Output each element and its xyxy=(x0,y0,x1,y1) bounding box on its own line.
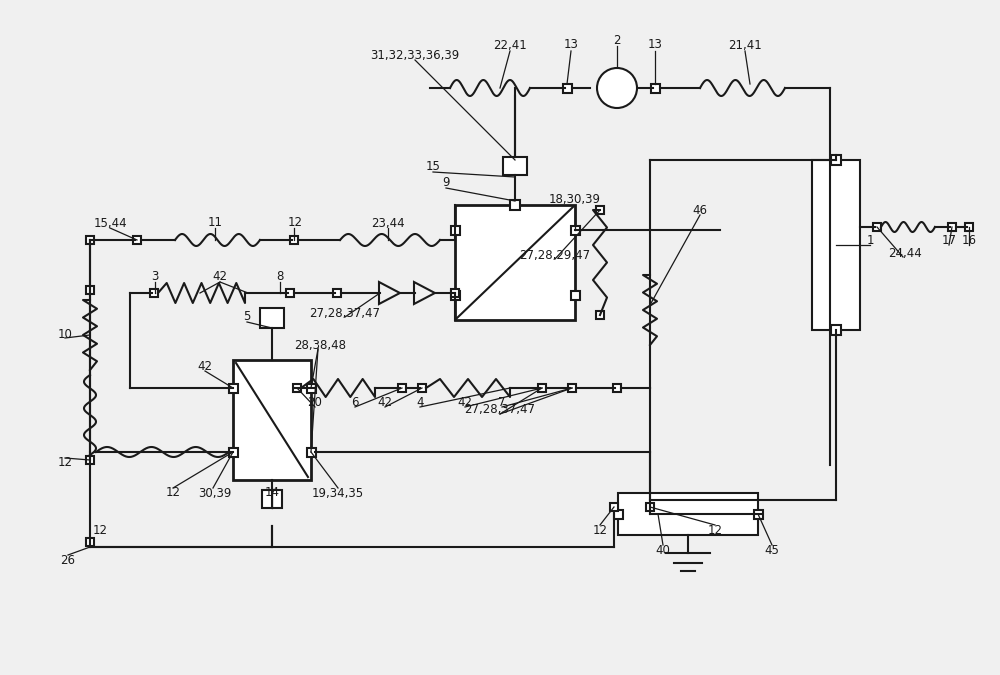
Text: 16: 16 xyxy=(962,234,976,246)
Bar xyxy=(306,448,316,456)
Bar xyxy=(948,223,956,231)
Text: 14: 14 xyxy=(264,487,280,499)
Text: 12: 12 xyxy=(92,524,108,537)
Text: 15,44: 15,44 xyxy=(93,217,127,230)
Bar xyxy=(286,289,294,297)
Bar xyxy=(293,384,301,392)
Text: 24,44: 24,44 xyxy=(888,246,922,259)
Text: 19,34,35: 19,34,35 xyxy=(312,487,364,499)
Bar xyxy=(86,456,94,464)
Text: 40: 40 xyxy=(656,543,670,556)
Text: 31,32,33,36,39: 31,32,33,36,39 xyxy=(370,49,460,61)
Text: 21,41: 21,41 xyxy=(728,38,762,51)
Bar xyxy=(562,84,572,92)
Text: 18,30,39: 18,30,39 xyxy=(549,194,601,207)
Bar xyxy=(450,225,460,234)
Text: 12: 12 xyxy=(288,217,302,230)
Bar xyxy=(306,383,316,392)
Text: 15: 15 xyxy=(426,161,440,173)
Text: 10: 10 xyxy=(58,329,72,342)
Bar xyxy=(228,383,238,392)
Bar xyxy=(538,384,546,392)
Bar xyxy=(965,223,973,231)
Bar xyxy=(650,84,660,92)
Bar xyxy=(596,206,604,214)
Text: 7: 7 xyxy=(498,396,506,410)
Bar xyxy=(873,223,881,231)
Text: 4: 4 xyxy=(416,396,424,410)
Text: 28,38,48: 28,38,48 xyxy=(294,338,346,352)
Bar xyxy=(570,290,580,300)
Text: 26: 26 xyxy=(60,554,76,566)
Text: 42: 42 xyxy=(378,396,392,410)
Text: 12: 12 xyxy=(708,524,722,537)
Text: 20: 20 xyxy=(308,396,322,410)
Text: 42: 42 xyxy=(198,360,212,373)
Bar xyxy=(754,510,763,518)
Text: 27,28,29,47: 27,28,29,47 xyxy=(519,248,591,261)
Bar xyxy=(831,155,841,165)
Bar xyxy=(568,384,576,392)
Bar xyxy=(133,236,141,244)
Text: 12: 12 xyxy=(592,524,608,537)
Bar xyxy=(233,360,311,480)
Bar xyxy=(812,160,860,330)
Bar xyxy=(398,384,406,392)
Bar xyxy=(260,308,284,328)
Text: 30,39: 30,39 xyxy=(198,487,232,499)
Text: 12: 12 xyxy=(166,487,180,499)
Bar xyxy=(228,448,238,456)
Bar xyxy=(290,236,298,244)
Text: 27,28,37,47: 27,28,37,47 xyxy=(310,306,380,319)
Bar xyxy=(503,157,527,175)
Bar xyxy=(618,493,758,535)
Text: 2: 2 xyxy=(613,34,621,47)
Text: 22,41: 22,41 xyxy=(493,38,527,51)
Text: 9: 9 xyxy=(442,176,450,190)
Bar xyxy=(262,490,282,508)
Text: 13: 13 xyxy=(648,38,662,51)
Text: 17: 17 xyxy=(942,234,956,246)
Bar xyxy=(455,205,575,320)
Bar xyxy=(150,289,158,297)
Bar xyxy=(86,538,94,546)
Bar xyxy=(610,503,618,511)
Text: 27,28,37,47: 27,28,37,47 xyxy=(464,404,536,416)
Text: 11: 11 xyxy=(208,217,222,230)
Bar xyxy=(614,510,622,518)
Bar xyxy=(646,503,654,511)
Text: 3: 3 xyxy=(151,271,159,284)
Text: 23,44: 23,44 xyxy=(371,217,405,230)
Text: 1: 1 xyxy=(866,234,874,246)
Text: 42: 42 xyxy=(212,271,228,284)
Bar xyxy=(831,325,841,335)
Text: 13: 13 xyxy=(564,38,578,51)
Circle shape xyxy=(597,68,637,108)
Bar xyxy=(570,225,580,234)
Text: 8: 8 xyxy=(276,271,284,284)
Bar xyxy=(451,289,459,297)
Bar xyxy=(333,289,341,297)
Bar xyxy=(86,236,94,244)
Text: 5: 5 xyxy=(243,310,251,323)
Bar xyxy=(613,384,621,392)
Bar xyxy=(596,311,604,319)
Text: 45: 45 xyxy=(765,543,779,556)
Text: 12: 12 xyxy=(58,456,72,470)
Text: 6: 6 xyxy=(351,396,359,410)
Bar xyxy=(418,384,426,392)
Text: 46: 46 xyxy=(692,203,708,217)
Bar xyxy=(450,290,460,300)
Text: 42: 42 xyxy=(458,396,473,410)
Bar xyxy=(510,200,520,210)
Bar xyxy=(86,286,94,294)
